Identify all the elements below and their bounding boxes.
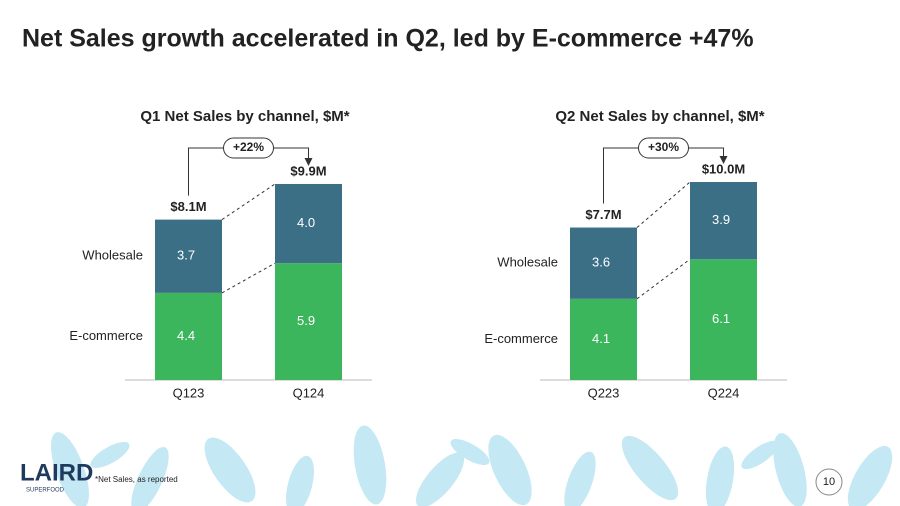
logo: LAIRD: [20, 459, 93, 486]
connector: [221, 262, 276, 294]
page-number-badge: [815, 468, 843, 496]
total-label: $10.0M: [702, 161, 745, 176]
connector: [636, 181, 691, 228]
logo-tagline: SUPERFOOD: [26, 488, 65, 494]
value-label: 4.1: [592, 331, 610, 346]
chart-title: Q2 Net Sales by channel, $M*: [555, 108, 764, 125]
growth-label: +30%: [648, 140, 679, 154]
chart-title: Q1 Net Sales by channel, $M*: [140, 108, 349, 125]
bar-segment: [155, 292, 222, 380]
x-tick-label: Q223: [588, 385, 620, 400]
value-label: 3.7: [177, 248, 195, 263]
bar-segment: [570, 227, 637, 299]
connector: [636, 258, 691, 300]
total-label: $8.1M: [170, 199, 206, 214]
bar-segment: [690, 259, 757, 380]
bar-segment: [275, 183, 342, 264]
value-label: 3.9: [712, 212, 730, 227]
value-label: 4.0: [297, 215, 315, 230]
bar-segment: [275, 263, 342, 380]
series-label: Wholesale: [82, 248, 143, 263]
total-label: $9.9M: [290, 163, 326, 178]
value-label: 6.1: [712, 311, 730, 326]
page-number: 10: [823, 476, 835, 488]
bar-segment: [690, 182, 757, 260]
total-label: $7.7M: [585, 207, 621, 222]
leaf-decoration: [51, 425, 893, 506]
x-tick-label: Q224: [708, 385, 740, 400]
series-label: Wholesale: [497, 255, 558, 270]
growth-label: +22%: [233, 140, 264, 154]
series-label: E-commerce: [69, 328, 143, 343]
footnote: *Net Sales, as reported: [95, 475, 178, 484]
value-label: 5.9: [297, 313, 315, 328]
x-tick-label: Q123: [173, 385, 205, 400]
series-label: E-commerce: [484, 331, 558, 346]
x-tick-label: Q124: [293, 385, 325, 400]
value-label: 3.6: [592, 255, 610, 270]
bar-segment: [155, 219, 222, 293]
value-label: 4.4: [177, 328, 195, 343]
growth-badge: [638, 137, 689, 159]
growth-badge: [223, 137, 274, 159]
slide-title: Net Sales growth accelerated in Q2, led …: [22, 25, 754, 53]
connector: [221, 183, 276, 221]
bar-segment: [570, 298, 637, 380]
